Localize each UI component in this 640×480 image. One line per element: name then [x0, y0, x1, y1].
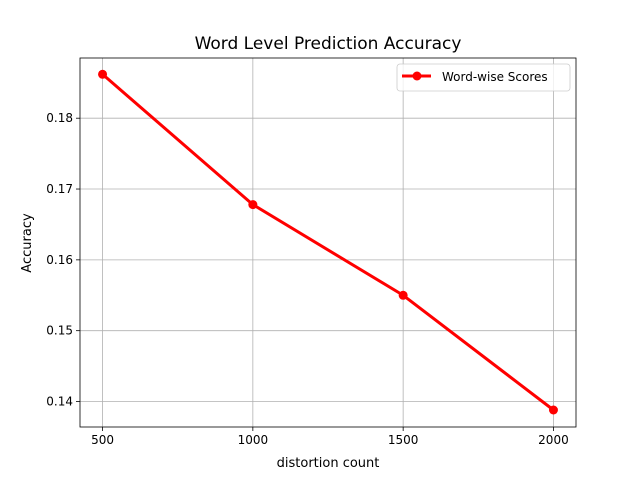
chart-title: Word Level Prediction Accuracy	[195, 34, 462, 54]
x-tick-label: 1000	[238, 433, 269, 447]
legend: Word-wise Scores	[396, 63, 571, 92]
legend-box	[396, 63, 571, 92]
y-tick-label: 0.16	[46, 253, 73, 267]
plot-series	[98, 69, 558, 415]
x-axis-label: distortion count	[277, 456, 380, 471]
x-tick-label: 1500	[388, 433, 419, 447]
x-tick-label: 2000	[538, 433, 569, 447]
data-point	[248, 200, 258, 210]
legend-label: Word-wise Scores	[442, 70, 548, 84]
data-point	[548, 405, 558, 415]
data-point	[398, 290, 408, 300]
legend-marker	[412, 71, 422, 81]
series-line	[101, 73, 555, 412]
y-tick-label: 0.14	[46, 395, 73, 409]
axis-ticks: 500 1000 1500 2000 0.14 0.15 0.16 0.17 0.18	[46, 111, 568, 447]
plot-frame	[79, 57, 577, 428]
data-point	[98, 69, 108, 79]
y-tick-label: 0.18	[46, 111, 73, 125]
y-tick-label: 0.15	[46, 324, 73, 338]
y-tick-label: 0.17	[46, 182, 73, 196]
grid	[80, 58, 576, 427]
x-tick-label: 500	[91, 433, 114, 447]
y-axis-label: Accuracy	[20, 213, 35, 273]
